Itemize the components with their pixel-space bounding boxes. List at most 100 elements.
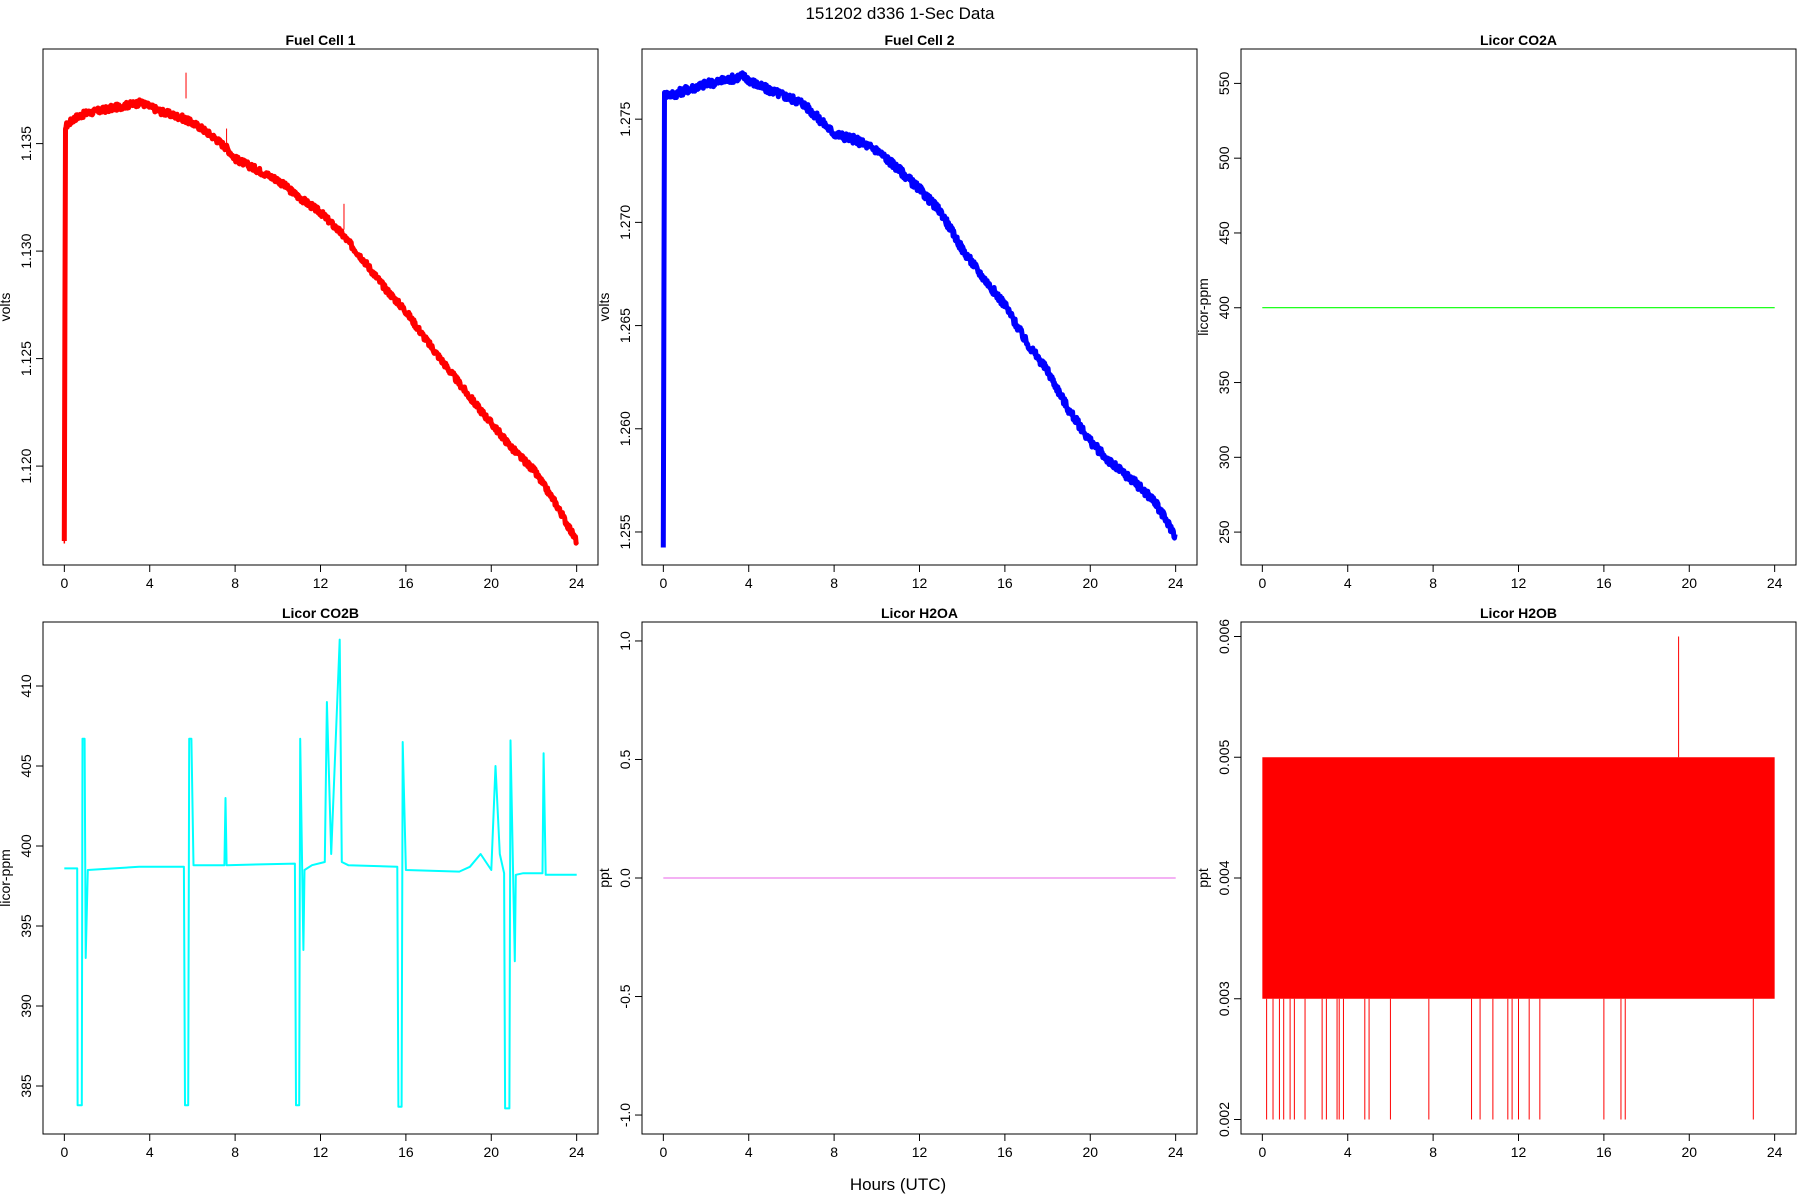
x-tick-label: 4 [745,575,753,591]
chart-panel: Fuel Cell 1 volts 0 4 8 12 16 20 24 1.120 1.125 1.1… [0,32,599,591]
x-tick-label: 8 [1429,575,1437,591]
y-tick-label: 1.260 [617,411,633,446]
y-tick-label: 395 [18,914,34,938]
y-tick-label: -0.5 [617,984,633,1008]
x-tick-label: 16 [1596,575,1612,591]
y-axis-label: ppt [1195,868,1211,888]
y-tick-label: 405 [18,754,34,778]
x-tick-label: 0 [659,1144,667,1160]
panels-group: Fuel Cell 1 volts 0 4 8 12 16 20 24 1.120 1.125 1.1… [0,32,1797,1160]
y-tick-label: 300 [1216,445,1232,469]
data-series-line [64,638,577,1110]
x-tick-label: 20 [1082,1144,1098,1160]
x-tick-label: 4 [1344,1144,1352,1160]
x-tick-label: 12 [912,575,928,591]
y-tick-label: -1.0 [617,1103,633,1127]
y-tick-label: 1.130 [18,233,34,268]
y-tick-label: 0.005 [1216,740,1232,775]
panel-title: Fuel Cell 2 [884,32,954,48]
x-tick-label: 24 [1767,575,1783,591]
x-tick-label: 20 [483,1144,499,1160]
x-tick-label: 16 [398,575,414,591]
y-tick-label: 410 [18,674,34,698]
x-tick-label: 20 [1082,575,1098,591]
y-tick-label: 1.265 [617,308,633,343]
panel-title: Fuel Cell 1 [285,32,355,48]
figure-x-axis-label: Hours (UTC) [850,1175,946,1194]
figure-title: 151202 d336 1-Sec Data [805,4,995,23]
x-tick-label: 24 [1168,575,1184,591]
y-tick-label: 1.125 [18,341,34,376]
x-tick-label: 20 [1681,1144,1697,1160]
x-tick-label: 20 [483,575,499,591]
x-tick-label: 12 [912,1144,928,1160]
panel-title: Licor H2OA [881,605,958,621]
y-axis-label: licor-ppm [0,849,13,907]
x-tick-label: 8 [231,575,239,591]
x-tick-label: 4 [1344,575,1352,591]
y-tick-label: 385 [18,1074,34,1098]
plot-frame [42,621,599,1135]
panel-title: Licor CO2B [282,605,359,621]
y-tick-label: 400 [1216,296,1232,320]
x-tick-label: 12 [1511,575,1527,591]
x-tick-label: 0 [60,575,68,591]
y-tick-label: 450 [1216,221,1232,245]
x-tick-label: 0 [659,575,667,591]
x-tick-label: 0 [60,1144,68,1160]
y-tick-label: 500 [1216,146,1232,170]
plot-frame [641,48,1198,566]
y-tick-label: 1.135 [18,126,34,161]
panel-title: Licor H2OB [1480,605,1557,621]
chart-panel: Licor H2OA ppt 0 4 8 12 16 20 24 -1.0 -0.5 0.0 0.5 1.… [596,605,1198,1160]
x-tick-label: 8 [830,575,838,591]
chart-panel: Licor CO2B licor-ppm 0 4 8 12 16 20 24 385 390 395 4… [0,605,599,1160]
y-tick-label: 0.0 [617,868,633,888]
y-tick-label: 1.255 [617,514,633,549]
x-tick-label: 4 [745,1144,753,1160]
x-tick-label: 12 [313,1144,329,1160]
y-axis-label: ppt [596,868,612,888]
y-tick-label: 1.275 [617,101,633,136]
x-tick-label: 16 [398,1144,414,1160]
data-band [1262,757,1775,999]
x-tick-label: 24 [1168,1144,1184,1160]
chart-panel: Licor CO2A licor-ppm 0 4 8 12 16 20 24 250 300 350 4… [1195,32,1797,591]
x-tick-label: 16 [997,575,1013,591]
y-tick-label: 0.002 [1216,1102,1232,1137]
x-tick-label: 24 [1767,1144,1783,1160]
data-startup-line [662,94,666,545]
x-tick-label: 8 [231,1144,239,1160]
x-tick-label: 4 [146,575,154,591]
x-tick-label: 24 [569,575,585,591]
data-startup-line [63,126,67,544]
y-tick-label: 400 [18,834,34,858]
x-tick-label: 8 [830,1144,838,1160]
chart-panel: Licor H2OB ppt 0 4 8 12 16 20 24 0.002 0.003 0.004 0… [1195,605,1797,1160]
chart-panel: Fuel Cell 2 volts 0 4 8 12 16 20 24 1.255 1.260 1.2… [596,32,1198,591]
data-series-line [660,70,1178,548]
x-tick-label: 0 [1258,1144,1266,1160]
y-axis-label: volts [596,293,612,322]
x-tick-label: 8 [1429,1144,1437,1160]
y-axis-label: volts [0,293,13,322]
y-tick-label: 0.004 [1216,860,1232,895]
y-tick-label: 0.003 [1216,981,1232,1016]
y-tick-label: 350 [1216,371,1232,395]
y-tick-label: 1.270 [617,205,633,240]
y-tick-label: 0.5 [617,750,633,770]
x-tick-label: 12 [313,575,329,591]
y-tick-label: 250 [1216,520,1232,544]
x-tick-label: 20 [1681,575,1697,591]
plot-frame [1240,48,1797,566]
x-tick-label: 16 [997,1144,1013,1160]
x-tick-label: 4 [146,1144,154,1160]
y-axis-label: licor-ppm [1195,278,1211,336]
x-tick-label: 12 [1511,1144,1527,1160]
data-series-line [61,97,579,546]
plot-frame [42,48,599,566]
x-tick-label: 24 [569,1144,585,1160]
x-tick-label: 16 [1596,1144,1612,1160]
